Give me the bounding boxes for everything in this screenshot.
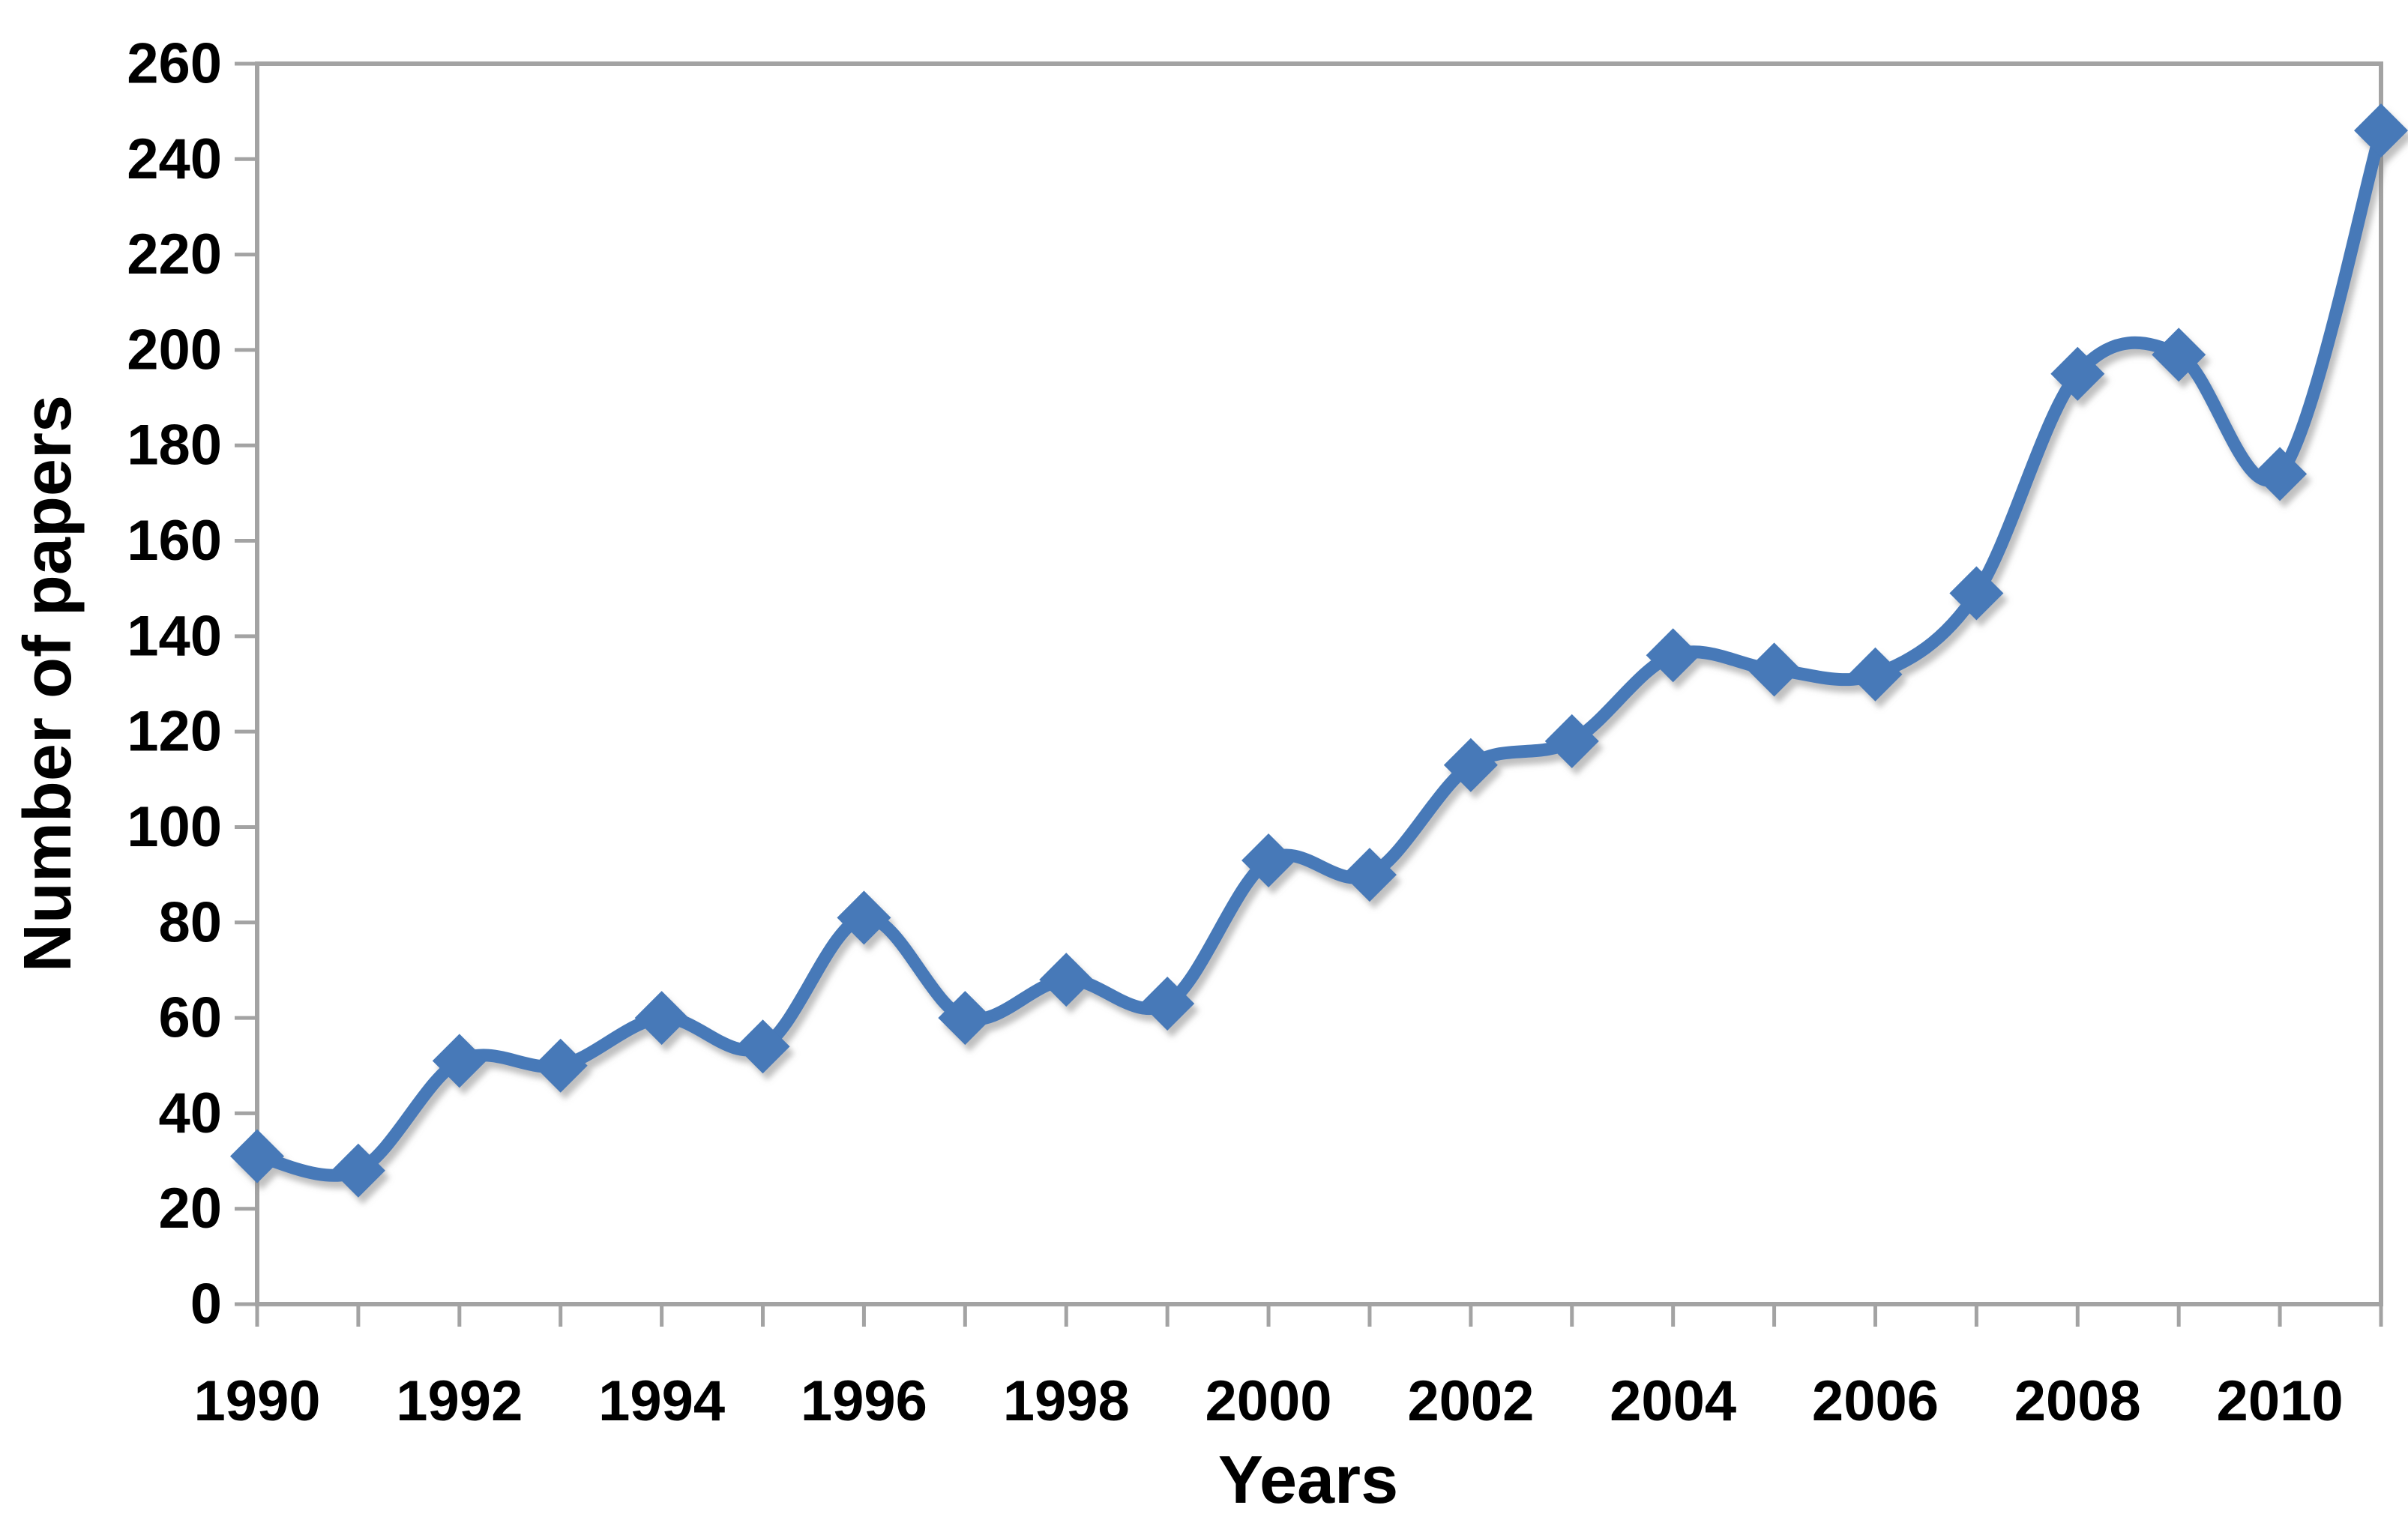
y-tick-label: 160 (127, 509, 222, 573)
x-axis-title: Years (1217, 1443, 1399, 1518)
diamond-marker (634, 991, 689, 1046)
diamond-marker (1949, 566, 2004, 621)
x-tick-label: 1998 (1003, 1369, 1130, 1433)
diamond-marker (1039, 953, 1094, 1007)
diamond-marker (2354, 103, 2408, 158)
diamond-marker (1544, 714, 1599, 768)
y-tick-label: 80 (158, 890, 222, 954)
series-line (250, 124, 2388, 1182)
y-tick-label: 0 (190, 1273, 222, 1336)
diamond-marker (331, 1143, 385, 1198)
x-tick-label: 2008 (2014, 1369, 2141, 1433)
diamond-marker (1342, 848, 1397, 902)
y-tick-label: 240 (127, 127, 222, 191)
diamond-marker (432, 1034, 487, 1088)
x-tick-label: 2002 (1407, 1369, 1534, 1433)
y-tick-label: 260 (127, 32, 222, 96)
diamond-marker (1241, 833, 1296, 888)
diamond-marker (1140, 976, 1195, 1031)
y-tick-label: 140 (127, 604, 222, 668)
x-tick-label: 1994 (598, 1369, 725, 1433)
diamond-marker (2050, 346, 2105, 401)
y-tick-label: 40 (158, 1082, 222, 1145)
x-tick-label: 1990 (193, 1369, 320, 1433)
diamond-marker (533, 1038, 588, 1093)
x-tick-label: 2000 (1205, 1369, 1332, 1433)
diamond-marker (1848, 647, 1903, 702)
diamond-marker (1646, 628, 1700, 683)
y-tick-label: 200 (127, 318, 222, 382)
diamond-marker (1747, 642, 1802, 697)
x-tick-label: 1996 (801, 1369, 927, 1433)
diamond-marker (1443, 738, 1498, 792)
data-series (230, 103, 2408, 1198)
y-tick-label: 60 (158, 986, 222, 1050)
y-tick-label: 20 (158, 1177, 222, 1240)
diamond-marker (2253, 447, 2308, 501)
x-tick-label: 2006 (1812, 1369, 1939, 1433)
y-axis-title: Number of papers (10, 394, 85, 973)
y-tick-label: 100 (127, 795, 222, 859)
diamond-marker (230, 1129, 284, 1183)
x-tick-label: 2010 (2217, 1369, 2344, 1433)
diamond-marker (2152, 328, 2206, 382)
x-tick-label: 1992 (396, 1369, 523, 1433)
y-tick-label: 180 (127, 414, 222, 477)
y-tick-label: 120 (127, 700, 222, 764)
plot-border (255, 61, 2383, 1306)
x-tick-label: 2004 (1610, 1369, 1736, 1433)
diamond-marker (938, 991, 993, 1046)
diamond-marker (735, 1019, 790, 1074)
diamond-marker (837, 890, 891, 945)
y-tick-label: 220 (127, 223, 222, 286)
